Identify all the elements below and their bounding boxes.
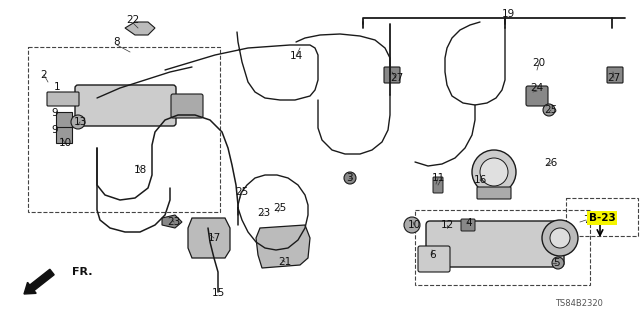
FancyBboxPatch shape xyxy=(47,92,79,106)
Text: 25: 25 xyxy=(236,187,248,197)
FancyBboxPatch shape xyxy=(526,86,548,106)
Circle shape xyxy=(472,150,516,194)
Text: 26: 26 xyxy=(545,158,557,168)
FancyBboxPatch shape xyxy=(477,187,511,199)
Circle shape xyxy=(404,217,420,233)
Circle shape xyxy=(71,115,85,129)
Text: 9: 9 xyxy=(52,108,58,118)
Text: 23: 23 xyxy=(257,208,271,218)
Bar xyxy=(415,210,590,285)
Text: 17: 17 xyxy=(207,233,221,243)
Text: 4: 4 xyxy=(466,218,472,228)
Text: 24: 24 xyxy=(531,83,543,93)
Bar xyxy=(566,198,638,236)
Text: 25: 25 xyxy=(273,203,287,213)
Text: 22: 22 xyxy=(126,15,140,25)
Text: 14: 14 xyxy=(289,51,303,61)
Text: 18: 18 xyxy=(133,165,147,175)
Text: 6: 6 xyxy=(429,250,436,260)
FancyBboxPatch shape xyxy=(56,112,72,128)
Text: TS84B2320: TS84B2320 xyxy=(555,300,603,308)
Polygon shape xyxy=(256,225,310,268)
Text: 27: 27 xyxy=(607,73,621,83)
FancyBboxPatch shape xyxy=(433,177,443,193)
Polygon shape xyxy=(125,22,155,35)
FancyBboxPatch shape xyxy=(461,219,475,231)
Polygon shape xyxy=(162,215,182,228)
Text: 7: 7 xyxy=(582,215,589,225)
Text: 15: 15 xyxy=(211,288,225,298)
FancyBboxPatch shape xyxy=(56,127,72,143)
Text: 19: 19 xyxy=(501,9,515,19)
Bar xyxy=(28,47,220,212)
FancyBboxPatch shape xyxy=(171,94,203,118)
Text: 20: 20 xyxy=(532,58,545,68)
Circle shape xyxy=(480,158,508,186)
Text: 11: 11 xyxy=(431,173,445,183)
Circle shape xyxy=(542,220,578,256)
Circle shape xyxy=(344,172,356,184)
Text: 10: 10 xyxy=(408,220,420,230)
FancyBboxPatch shape xyxy=(607,67,623,83)
Circle shape xyxy=(543,104,555,116)
Text: 16: 16 xyxy=(474,175,486,185)
Text: 13: 13 xyxy=(74,117,86,127)
Text: 27: 27 xyxy=(390,73,404,83)
Circle shape xyxy=(552,257,564,269)
Text: 3: 3 xyxy=(346,173,352,183)
Text: 9: 9 xyxy=(52,125,58,135)
Text: 5: 5 xyxy=(553,258,559,268)
Polygon shape xyxy=(188,218,230,258)
FancyBboxPatch shape xyxy=(418,246,450,272)
Text: 23: 23 xyxy=(168,217,180,227)
FancyArrow shape xyxy=(24,269,54,294)
Text: 1: 1 xyxy=(54,82,60,92)
Text: 25: 25 xyxy=(545,105,557,115)
Text: 2: 2 xyxy=(41,70,47,80)
Text: 8: 8 xyxy=(114,37,120,47)
Text: FR.: FR. xyxy=(72,267,93,277)
Text: 12: 12 xyxy=(440,220,454,230)
Text: B-23: B-23 xyxy=(589,213,616,223)
Circle shape xyxy=(550,228,570,248)
FancyBboxPatch shape xyxy=(75,85,176,126)
FancyBboxPatch shape xyxy=(426,221,564,267)
FancyBboxPatch shape xyxy=(384,67,400,83)
Text: 10: 10 xyxy=(58,138,72,148)
Text: 21: 21 xyxy=(278,257,292,267)
